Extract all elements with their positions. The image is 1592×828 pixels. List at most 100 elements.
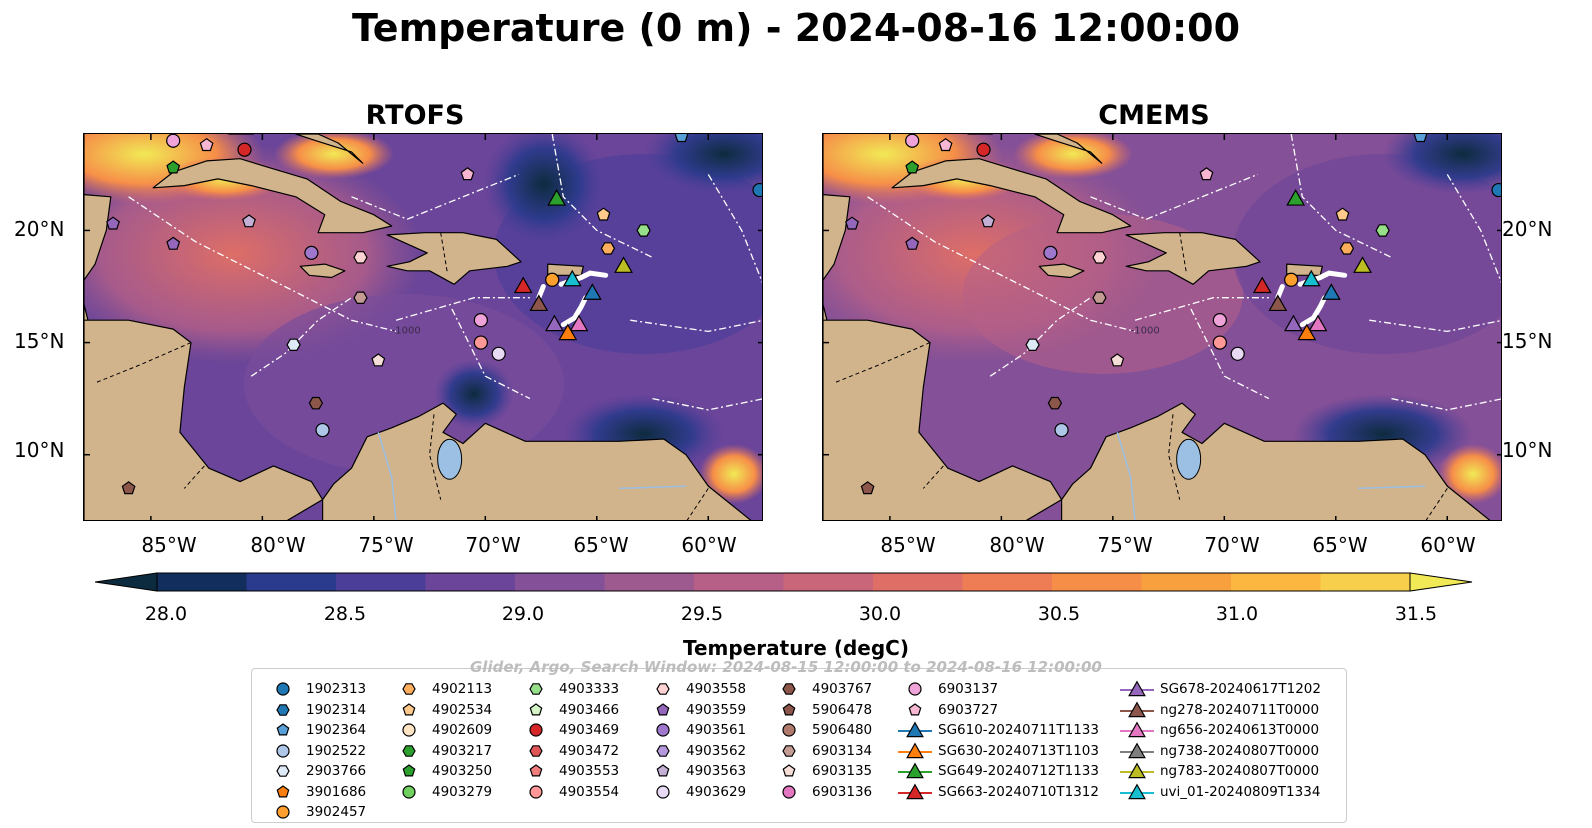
argo-marker[interactable] — [1110, 353, 1125, 367]
country-border — [1168, 414, 1181, 500]
argo-marker[interactable] — [596, 207, 611, 221]
legend-marker-icon — [782, 784, 796, 799]
argo-marker[interactable] — [166, 236, 181, 250]
argo-marker[interactable] — [199, 137, 214, 152]
argo-marker[interactable] — [1043, 245, 1058, 260]
colorbar-tick-31-0: 31.0 — [1215, 603, 1259, 625]
argo-marker[interactable] — [845, 216, 859, 230]
argo-marker[interactable] — [1284, 272, 1299, 287]
glider-marker[interactable] — [614, 256, 633, 273]
map-panel-rtofs[interactable]: -1000 — [83, 133, 763, 521]
argo-marker[interactable] — [1491, 182, 1502, 198]
argo-marker[interactable] — [1199, 167, 1214, 181]
argo-marker[interactable] — [674, 134, 689, 143]
argo-marker[interactable] — [1212, 335, 1227, 350]
argo-marker[interactable] — [371, 353, 386, 367]
colorbar-extend-max — [1409, 572, 1473, 592]
argo-marker[interactable] — [905, 134, 920, 148]
argo-marker[interactable] — [1047, 396, 1063, 410]
legend-item-label: 1902314 — [306, 701, 367, 718]
argo-marker[interactable] — [166, 134, 181, 148]
argo-marker[interactable] — [752, 182, 763, 198]
colorbar-segment — [1320, 573, 1411, 591]
argo-marker[interactable] — [286, 338, 301, 351]
argo-marker[interactable] — [1025, 338, 1040, 351]
eez-boundary — [1134, 297, 1269, 321]
argo-marker[interactable] — [1092, 291, 1107, 304]
glider-marker[interactable] — [1286, 189, 1306, 206]
colorbar-tick-31-5: 31.5 — [1394, 603, 1438, 625]
argo-marker[interactable] — [237, 142, 252, 157]
glider-marker[interactable] — [1252, 276, 1272, 294]
argo-marker[interactable] — [121, 481, 136, 495]
legend-marker-icon — [1120, 783, 1154, 799]
argo-marker[interactable] — [1230, 346, 1245, 361]
legend-marker-icon — [908, 682, 922, 696]
glider-marker[interactable] — [1268, 294, 1288, 312]
argo-marker[interactable] — [308, 396, 324, 410]
argo-marker[interactable] — [981, 214, 995, 228]
legend-marker-icon — [782, 683, 796, 695]
glider-marker[interactable] — [1353, 256, 1372, 273]
colorbar-segment — [425, 573, 516, 591]
argo-marker[interactable] — [1212, 313, 1227, 328]
argo-marker[interactable] — [473, 313, 488, 328]
argo-marker[interactable] — [905, 236, 920, 250]
colorbar-tick-28-5: 28.5 — [323, 603, 367, 625]
argo-marker[interactable] — [353, 291, 368, 304]
argo-marker[interactable] — [242, 214, 256, 228]
glider-marker[interactable] — [513, 276, 533, 294]
argo-marker[interactable] — [860, 481, 875, 495]
argo-marker[interactable] — [1339, 242, 1355, 255]
argo-marker[interactable] — [976, 142, 991, 157]
legend-marker-icon — [529, 683, 543, 695]
glider-marker[interactable] — [558, 323, 578, 341]
glider-marker[interactable] — [569, 314, 589, 332]
argo-marker[interactable] — [1375, 224, 1390, 237]
argo-marker[interactable] — [600, 242, 616, 255]
argo-marker[interactable] — [353, 251, 368, 264]
watermark: Glider, Argo, Search Window: 2024-08-15 … — [470, 658, 1102, 676]
glider-marker[interactable] — [529, 294, 549, 312]
eez-boundary — [652, 397, 762, 411]
lake-maracaibo — [1176, 438, 1202, 480]
land-bahamas — [1034, 134, 1103, 164]
argo-marker[interactable] — [905, 160, 920, 174]
argo-marker[interactable] — [636, 224, 651, 237]
argo-marker[interactable] — [304, 245, 319, 260]
eez-boundary — [989, 297, 1091, 377]
glider-marker[interactable] — [1283, 314, 1303, 332]
legend-item-label: 4903469 — [559, 722, 620, 738]
argo-marker[interactable] — [473, 335, 488, 350]
river — [1358, 485, 1426, 490]
argo-marker[interactable] — [315, 422, 330, 438]
legend-item-label: 4903558 — [686, 681, 747, 697]
glider-marker[interactable] — [562, 269, 582, 287]
argo-marker[interactable] — [106, 216, 120, 230]
lat-label-20n-left: 20°N — [14, 217, 65, 241]
legend-item-label: SG649-20240712T1133 — [938, 763, 1099, 779]
lat-label-20n-right: 20°N — [1502, 217, 1553, 241]
argo-marker[interactable] — [491, 346, 506, 361]
argo-marker[interactable] — [1092, 251, 1107, 264]
eez-boundary — [250, 297, 352, 377]
glider-marker[interactable] — [1308, 314, 1328, 332]
colorbar-segment — [873, 573, 964, 591]
glider-marker[interactable] — [1301, 269, 1321, 287]
glider-marker[interactable] — [1321, 283, 1341, 300]
glider-marker[interactable] — [544, 314, 564, 332]
map-panel-cmems[interactable]: -1000 — [822, 133, 1502, 521]
glider-marker[interactable] — [1297, 323, 1317, 341]
legend-item-label: SG610-20240711T1133 — [938, 722, 1099, 738]
argo-marker[interactable] — [166, 160, 181, 174]
argo-marker[interactable] — [1335, 207, 1350, 221]
argo-marker[interactable] — [460, 167, 475, 181]
argo-marker[interactable] — [938, 137, 953, 152]
legend-marker-icon — [1120, 742, 1154, 758]
colorbar-segment — [515, 573, 606, 591]
argo-marker[interactable] — [1413, 134, 1428, 143]
glider-marker[interactable] — [547, 189, 567, 206]
argo-marker[interactable] — [1054, 422, 1069, 438]
argo-marker[interactable] — [545, 272, 560, 287]
glider-marker[interactable] — [582, 283, 602, 300]
